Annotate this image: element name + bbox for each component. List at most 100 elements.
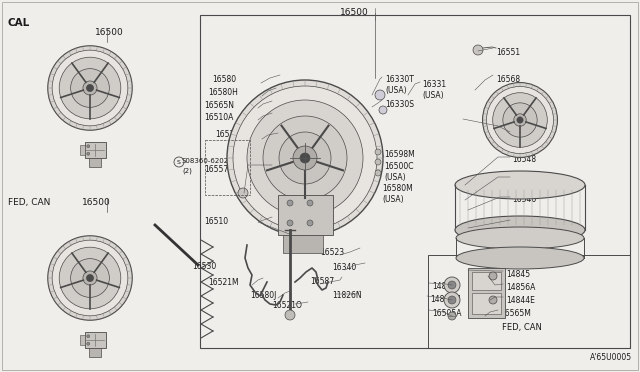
Circle shape	[448, 281, 456, 289]
Bar	[278, 195, 333, 235]
Text: (USA): (USA)	[382, 195, 404, 204]
Text: 14859: 14859	[432, 282, 456, 291]
Text: 14856A: 14856A	[506, 283, 536, 292]
Bar	[89, 348, 101, 357]
Text: (USA): (USA)	[384, 173, 406, 182]
Circle shape	[86, 84, 93, 92]
Text: 16521M: 16521M	[208, 278, 239, 287]
Text: 16548: 16548	[512, 155, 536, 164]
Text: 16546: 16546	[512, 195, 536, 204]
Circle shape	[307, 220, 313, 226]
Text: 16330T: 16330T	[385, 75, 414, 84]
Bar	[472, 293, 501, 314]
Text: 16526: 16526	[512, 130, 536, 139]
Text: CAL: CAL	[8, 18, 30, 28]
Text: 14832M: 14832M	[430, 295, 461, 304]
Circle shape	[448, 296, 456, 304]
Circle shape	[287, 200, 293, 206]
Text: 16510: 16510	[204, 217, 228, 226]
Text: 16565M: 16565M	[500, 309, 531, 318]
Text: A'65U0005: A'65U0005	[590, 353, 632, 362]
Circle shape	[285, 310, 295, 320]
Circle shape	[517, 117, 523, 123]
Circle shape	[448, 312, 456, 320]
Ellipse shape	[456, 227, 584, 249]
Text: 16580J: 16580J	[250, 291, 276, 300]
Circle shape	[473, 45, 483, 55]
Text: 16547: 16547	[512, 175, 536, 184]
Text: 16568: 16568	[496, 75, 520, 84]
Text: 16521O: 16521O	[272, 301, 302, 310]
Circle shape	[263, 116, 347, 200]
Circle shape	[503, 103, 537, 137]
Text: S08360-62023: S08360-62023	[182, 158, 234, 164]
Text: 16330S: 16330S	[385, 100, 414, 109]
Text: 16565N: 16565N	[204, 101, 234, 110]
Circle shape	[300, 153, 310, 163]
Circle shape	[87, 342, 90, 345]
Circle shape	[307, 200, 313, 206]
Text: 16598M: 16598M	[384, 150, 415, 159]
Circle shape	[83, 271, 97, 285]
Circle shape	[293, 146, 317, 170]
Text: 14845: 14845	[506, 270, 530, 279]
Circle shape	[287, 220, 293, 226]
Text: 16551: 16551	[496, 48, 520, 57]
Circle shape	[483, 83, 557, 157]
Bar	[89, 158, 101, 167]
Text: 16523: 16523	[320, 248, 344, 257]
Circle shape	[70, 69, 109, 108]
Bar	[472, 272, 501, 290]
Text: (USA): (USA)	[385, 86, 406, 95]
Circle shape	[52, 240, 128, 316]
Bar	[80, 145, 84, 155]
Circle shape	[87, 335, 90, 338]
Text: 16580H: 16580H	[208, 88, 238, 97]
Bar	[84, 142, 106, 158]
Circle shape	[48, 236, 132, 320]
Text: FED, CAN: FED, CAN	[8, 198, 51, 207]
Text: 16500: 16500	[82, 198, 111, 207]
Text: 16505A: 16505A	[432, 309, 461, 318]
Text: (USA): (USA)	[422, 91, 444, 100]
Text: 16500: 16500	[340, 8, 369, 17]
Text: 16340: 16340	[332, 263, 356, 272]
Circle shape	[52, 50, 128, 126]
Text: 16500C: 16500C	[384, 162, 413, 171]
Text: 16580M: 16580M	[382, 184, 413, 193]
Text: FED, CAN: FED, CAN	[502, 323, 542, 332]
Circle shape	[87, 145, 90, 148]
Circle shape	[489, 272, 497, 280]
Circle shape	[238, 188, 248, 198]
Text: 16510A: 16510A	[204, 113, 234, 122]
Circle shape	[83, 81, 97, 95]
Text: 14844E: 14844E	[506, 296, 535, 305]
Circle shape	[489, 296, 497, 304]
Text: S: S	[177, 160, 181, 164]
Circle shape	[247, 100, 363, 216]
Circle shape	[59, 57, 121, 119]
Text: 16587: 16587	[310, 277, 334, 286]
Bar	[80, 335, 84, 345]
Bar	[84, 332, 106, 348]
Text: 16547: 16547	[512, 218, 536, 227]
Ellipse shape	[455, 171, 585, 199]
Circle shape	[279, 132, 331, 184]
Bar	[468, 268, 505, 318]
Bar	[200, 15, 630, 348]
Bar	[428, 255, 630, 348]
Circle shape	[379, 106, 387, 114]
Circle shape	[375, 90, 385, 100]
Circle shape	[375, 149, 381, 155]
Circle shape	[486, 86, 554, 154]
Circle shape	[227, 80, 383, 236]
Text: 16515: 16515	[215, 130, 239, 139]
Circle shape	[375, 159, 381, 165]
Circle shape	[70, 259, 109, 297]
Ellipse shape	[456, 247, 584, 269]
Text: (2): (2)	[182, 168, 192, 174]
Text: 16331: 16331	[422, 80, 446, 89]
Circle shape	[233, 86, 377, 230]
Bar	[205, 140, 250, 195]
Circle shape	[87, 152, 90, 155]
